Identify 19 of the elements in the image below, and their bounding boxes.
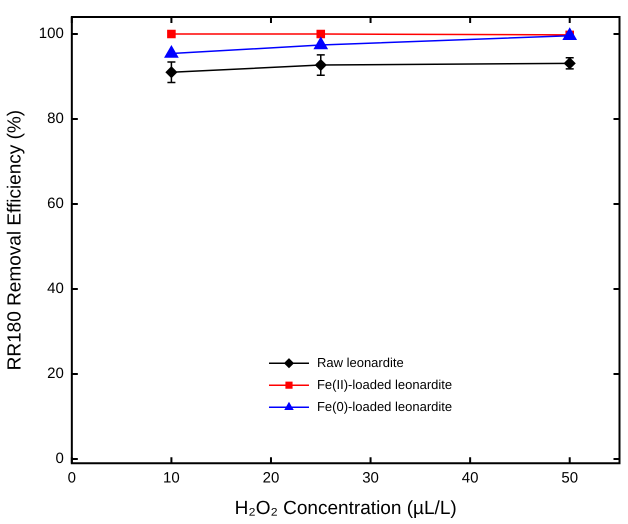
legend-label: Fe(0)-loaded leonardite (316, 398, 452, 414)
point (316, 30, 326, 38)
x-tick-label: 0 (68, 469, 76, 486)
y-axis-title: RR180 Removal Efficiency (%) (4, 110, 26, 370)
x-tick-label: 50 (561, 469, 578, 486)
x-axis-title: H₂O₂ Concentration (µL/L) (234, 498, 457, 519)
y-tick-label: 100 (38, 25, 64, 42)
y-tick-label: 80 (47, 110, 64, 128)
legend-label: Raw leonardite (316, 354, 404, 370)
x-tick-label: 40 (462, 469, 478, 486)
x-tick-label: 20 (262, 469, 280, 486)
y-tick-label: 40 (47, 280, 64, 298)
legend-label: Fe(II)-loaded leonardite (316, 376, 452, 392)
y-tick-label: 20 (47, 365, 64, 382)
y-tick-label: 60 (47, 195, 64, 212)
x-tick-label: 30 (362, 469, 379, 486)
x-tick-label: 10 (163, 469, 180, 486)
y-tick-label: 0 (55, 450, 64, 468)
point (167, 30, 176, 38)
